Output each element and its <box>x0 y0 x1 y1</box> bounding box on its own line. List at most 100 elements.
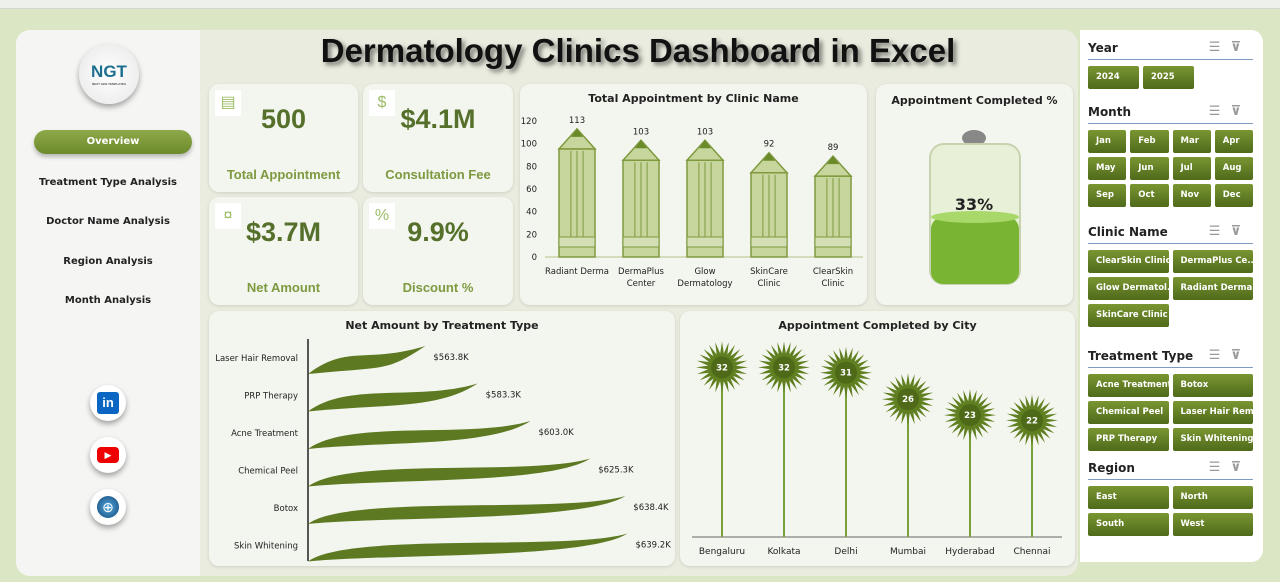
linkedin-icon[interactable]: in <box>90 385 126 421</box>
kpi-discount: % 9.9% Discount % <box>363 197 513 305</box>
slicer-item[interactable]: Radiant Derma <box>1172 277 1253 300</box>
nav-overview[interactable]: Overview <box>34 130 192 154</box>
data-label: 23 <box>964 411 976 421</box>
slicer-title: Month <box>1088 105 1132 119</box>
window-top-strip <box>0 0 1280 9</box>
nav-treatment-type-analysis[interactable]: Treatment Type Analysis <box>38 177 177 188</box>
kpi-label: Consultation Fee <box>385 167 491 182</box>
multi-select-icon[interactable]: ☰ <box>1208 40 1231 55</box>
chart-title: Total Appointment by Clinic Name <box>588 92 799 105</box>
data-label: 89 <box>828 143 839 153</box>
marker-center <box>897 388 919 411</box>
sidebar: NGT NEXT GEN TEMPLATES Overview Treatment… <box>16 30 200 576</box>
leaf-bar <box>308 383 478 412</box>
kpi-value: $4.1M <box>400 104 476 134</box>
chart-net-amount-by-treatment: Net Amount by Treatment Type Laser Hair … <box>209 311 675 566</box>
slicer-item[interactable]: Aug <box>1214 157 1253 180</box>
slicer-item[interactable]: Oct <box>1130 184 1169 207</box>
youtube-icon[interactable]: ▶ <box>90 437 126 473</box>
data-label: 103 <box>633 127 649 137</box>
clear-filter-icon[interactable]: ⊽ <box>1230 104 1251 119</box>
x-tick-label: Clinic <box>821 279 844 289</box>
leaf-bar <box>308 346 426 374</box>
ngt-logo: NGT NEXT GEN TEMPLATES <box>79 44 139 104</box>
x-tick-label: Kolkata <box>767 547 800 557</box>
pencil-band <box>622 236 660 248</box>
slicer-item[interactable]: Skin Whitening <box>1172 428 1253 451</box>
data-label: 103 <box>697 127 713 137</box>
slicer-item[interactable]: East <box>1088 486 1169 509</box>
discount-icon: % <box>369 203 395 229</box>
slicer-item[interactable]: 2025 <box>1143 66 1194 89</box>
slicer-item[interactable]: Jan <box>1088 130 1127 153</box>
slicer-item[interactable]: West <box>1172 513 1253 536</box>
slicer-item[interactable]: North <box>1172 486 1253 509</box>
x-tick-label: Chennai <box>1014 547 1051 557</box>
nav-month-analysis[interactable]: Month Analysis <box>64 295 152 306</box>
x-tick-label: Mumbai <box>890 547 926 557</box>
data-label: $625.3K <box>598 466 634 476</box>
slicer-item[interactable]: Nov <box>1172 184 1211 207</box>
slicer-item[interactable]: DermaPlus Ce... <box>1172 250 1253 273</box>
slicer-item[interactable]: Botox <box>1172 374 1253 397</box>
kpi-label: Discount % <box>402 280 474 295</box>
data-label: 113 <box>569 116 585 126</box>
kpi-value: $3.7M <box>245 217 322 247</box>
slicer-header-month: Month ☰⊽ <box>1088 102 1253 124</box>
globe-icon[interactable]: ⊕ <box>90 489 126 525</box>
slicer-item[interactable]: Sep <box>1088 184 1127 207</box>
pencil-lead <box>699 140 711 149</box>
slicer-item[interactable]: Dec <box>1214 184 1253 207</box>
slicer-title: Clinic Name <box>1088 225 1168 239</box>
multi-select-icon[interactable]: ☰ <box>1208 348 1231 363</box>
data-label: $583.3K <box>486 391 522 401</box>
slicer-item[interactable]: PRP Therapy <box>1088 428 1169 451</box>
clear-filter-icon[interactable]: ⊽ <box>1230 460 1251 475</box>
nav-region-analysis[interactable]: Region Analysis <box>63 256 153 267</box>
marker-center <box>835 361 857 384</box>
slicer-item[interactable]: May <box>1088 157 1127 180</box>
pencil-lead <box>763 152 775 161</box>
slicer-title: Year <box>1088 41 1118 55</box>
slicer-item[interactable]: Apr <box>1214 130 1253 153</box>
slicer-item[interactable]: Acne Treatment <box>1088 374 1169 397</box>
slicer-item[interactable]: Jun <box>1130 157 1169 180</box>
slicer-item[interactable]: 2024 <box>1088 66 1139 89</box>
multi-select-icon[interactable]: ☰ <box>1208 104 1231 119</box>
slicer-item[interactable]: South <box>1088 513 1169 536</box>
slicer-item[interactable]: SkinCare Clinic <box>1088 304 1169 327</box>
x-tick-label: ClearSkin <box>813 267 853 277</box>
slicer-item[interactable]: Laser Hair Rem... <box>1172 401 1253 424</box>
battery-fill-top <box>931 211 1019 224</box>
battery-fill <box>931 217 1019 284</box>
y-tick-label: 60 <box>526 185 537 195</box>
slicer-item[interactable]: Mar <box>1172 130 1211 153</box>
clear-filter-icon[interactable]: ⊽ <box>1230 40 1251 55</box>
clear-filter-icon[interactable]: ⊽ <box>1230 348 1251 363</box>
multi-select-icon[interactable]: ☰ <box>1208 460 1231 475</box>
slicer-item[interactable]: Feb <box>1130 130 1169 153</box>
pencil-tip <box>749 151 789 174</box>
data-label: 22 <box>1026 416 1038 426</box>
bar-chart: 0 20 40 60 80 100 120 113 Radiant Derma 103 DermaP… <box>521 116 863 289</box>
y-tick-label: Botox <box>274 504 298 514</box>
clear-filter-icon[interactable]: ⊽ <box>1230 224 1251 239</box>
slicer-item[interactable]: Jul <box>1172 157 1211 180</box>
pencil-lead <box>827 156 839 165</box>
pencil-band <box>814 236 852 248</box>
slicer-panel: Year ☰⊽ 2024 2025 Month ☰⊽ Jan Feb Mar Apr May Jun J… <box>1080 30 1263 562</box>
chart-title: Appointment Completed by City <box>778 319 977 332</box>
slicer-title: Treatment Type <box>1088 349 1194 363</box>
pencil-tip <box>685 139 725 162</box>
logo-subtext: NEXT GEN TEMPLATES <box>91 82 127 86</box>
leaf-bar <box>308 533 628 562</box>
leaf-bar-chart: Laser Hair Removal $563.8K PRP Therapy $583… <box>215 339 671 562</box>
chart-completed-by-city: Appointment Completed by City 32 Bengalur… <box>680 311 1075 566</box>
data-label: $638.4K <box>633 503 669 513</box>
nav-doctor-name-analysis[interactable]: Doctor Name Analysis <box>46 216 170 227</box>
bar-radiant-derma <box>557 127 597 258</box>
slicer-item[interactable]: Chemical Peel <box>1088 401 1169 424</box>
slicer-item[interactable]: ClearSkin Clinic <box>1088 250 1169 273</box>
multi-select-icon[interactable]: ☰ <box>1208 224 1231 239</box>
slicer-item[interactable]: Glow Dermatol... <box>1088 277 1169 300</box>
